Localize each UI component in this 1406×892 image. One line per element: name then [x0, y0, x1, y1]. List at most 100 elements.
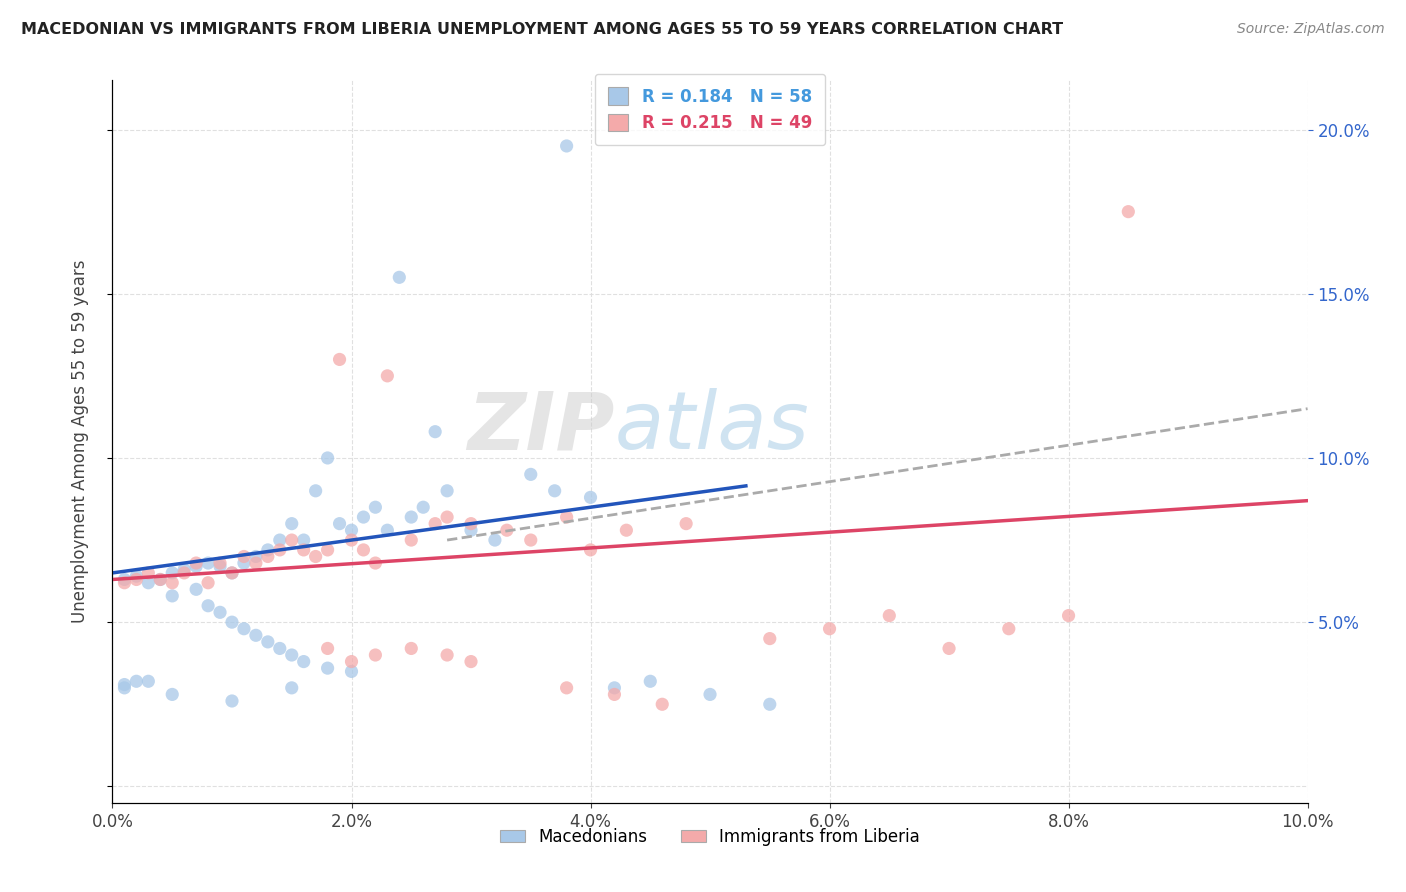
- Point: [579, 542, 602, 557]
- Point: [1057, 608, 1080, 623]
- Point: [340, 533, 363, 547]
- Point: [496, 523, 519, 537]
- Point: [173, 566, 195, 580]
- Point: [340, 665, 363, 679]
- Point: [436, 510, 458, 524]
- Point: [173, 563, 195, 577]
- Point: [162, 575, 183, 590]
- Text: Source: ZipAtlas.com: Source: ZipAtlas.com: [1237, 22, 1385, 37]
- Point: [292, 655, 315, 669]
- Point: [305, 549, 328, 564]
- Point: [149, 573, 172, 587]
- Point: [221, 694, 243, 708]
- Point: [640, 674, 662, 689]
- Point: [281, 681, 304, 695]
- Point: [460, 655, 482, 669]
- Point: [329, 352, 352, 367]
- Point: [257, 635, 280, 649]
- Point: [316, 450, 339, 465]
- Point: [197, 599, 219, 613]
- Point: [125, 573, 148, 587]
- Point: [245, 556, 267, 570]
- Point: [281, 533, 304, 547]
- Point: [233, 556, 256, 570]
- Point: [998, 622, 1021, 636]
- Point: [233, 549, 256, 564]
- Point: [257, 549, 280, 564]
- Point: [436, 648, 458, 662]
- Point: [401, 533, 423, 547]
- Point: [329, 516, 352, 531]
- Point: [186, 556, 208, 570]
- Point: [125, 674, 148, 689]
- Point: [759, 698, 782, 712]
- Point: [364, 648, 387, 662]
- Point: [543, 483, 565, 498]
- Point: [353, 542, 375, 557]
- Point: [138, 566, 160, 580]
- Point: [520, 533, 543, 547]
- Point: [186, 559, 208, 574]
- Point: [616, 523, 638, 537]
- Point: [209, 559, 232, 574]
- Point: [149, 573, 172, 587]
- Point: [269, 533, 291, 547]
- Point: [818, 622, 841, 636]
- Point: [484, 533, 506, 547]
- Point: [292, 542, 315, 557]
- Point: [460, 523, 482, 537]
- Text: atlas: atlas: [614, 388, 810, 467]
- Point: [1118, 204, 1140, 219]
- Point: [699, 687, 721, 701]
- Point: [125, 569, 148, 583]
- Point: [245, 628, 267, 642]
- Point: [555, 139, 578, 153]
- Point: [114, 677, 135, 691]
- Point: [162, 566, 183, 580]
- Point: [292, 533, 315, 547]
- Point: [377, 523, 399, 537]
- Point: [138, 674, 160, 689]
- Point: [401, 641, 423, 656]
- Point: [579, 491, 602, 505]
- Y-axis label: Unemployment Among Ages 55 to 59 years: Unemployment Among Ages 55 to 59 years: [70, 260, 89, 624]
- Point: [233, 622, 256, 636]
- Point: [401, 510, 423, 524]
- Point: [209, 556, 232, 570]
- Point: [340, 523, 363, 537]
- Point: [436, 483, 458, 498]
- Point: [651, 698, 673, 712]
- Point: [281, 648, 304, 662]
- Point: [269, 641, 291, 656]
- Point: [555, 681, 578, 695]
- Text: ZIP: ZIP: [467, 388, 614, 467]
- Point: [759, 632, 782, 646]
- Point: [221, 566, 243, 580]
- Legend: Macedonians, Immigrants from Liberia: Macedonians, Immigrants from Liberia: [486, 814, 934, 860]
- Point: [209, 605, 232, 619]
- Point: [879, 608, 901, 623]
- Point: [377, 368, 399, 383]
- Point: [316, 542, 339, 557]
- Point: [364, 556, 387, 570]
- Point: [316, 641, 339, 656]
- Point: [425, 516, 447, 531]
- Point: [138, 575, 160, 590]
- Point: [938, 641, 960, 656]
- Point: [603, 687, 626, 701]
- Point: [162, 687, 183, 701]
- Point: [162, 589, 183, 603]
- Point: [197, 556, 219, 570]
- Point: [425, 425, 447, 439]
- Point: [305, 483, 328, 498]
- Point: [114, 575, 135, 590]
- Text: MACEDONIAN VS IMMIGRANTS FROM LIBERIA UNEMPLOYMENT AMONG AGES 55 TO 59 YEARS COR: MACEDONIAN VS IMMIGRANTS FROM LIBERIA UN…: [21, 22, 1063, 37]
- Point: [221, 566, 243, 580]
- Point: [221, 615, 243, 630]
- Point: [245, 549, 267, 564]
- Point: [316, 661, 339, 675]
- Point: [281, 516, 304, 531]
- Point: [603, 681, 626, 695]
- Point: [555, 510, 578, 524]
- Point: [520, 467, 543, 482]
